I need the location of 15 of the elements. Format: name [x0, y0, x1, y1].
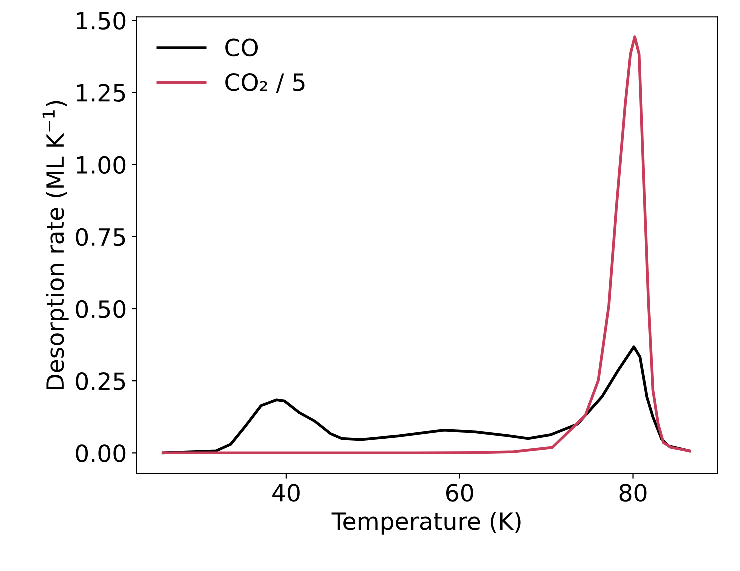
y-tick-label: 0.00 [76, 444, 126, 462]
y-tick-label: 1.50 [77, 12, 126, 30]
y-tick-label: 0.75 [76, 228, 126, 246]
x-tick-label: 80 [620, 484, 647, 502]
y-tick-label: 0.50 [76, 300, 126, 318]
x-tick-label: 40 [272, 484, 300, 502]
line-series [162, 36, 692, 455]
y-tick-label: 0.25 [76, 372, 126, 390]
x-tick-label: 60 [446, 484, 474, 502]
y-axis-title: Desorption rate (ML K$^{−1}$) [42, 101, 69, 390]
legend-label: CO₂ / 5 [226, 73, 305, 94]
y-tick-label: 1.00 [77, 156, 126, 174]
legend-label: CO [226, 38, 258, 57]
x-axis-title: Temperature (K) [332, 512, 521, 535]
y-tick-label: 1.25 [77, 84, 126, 102]
